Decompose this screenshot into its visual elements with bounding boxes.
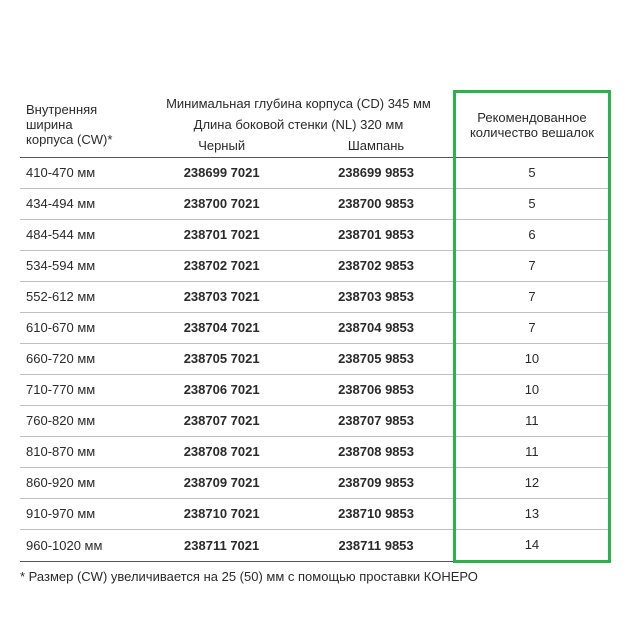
table-row: 960-1020 мм238711 7021238711 985314 (20, 529, 610, 561)
cell-code-champagne: 238702 9853 (299, 250, 454, 281)
table-body: 410-470 мм238699 7021238699 98535434-494… (20, 157, 610, 561)
spec-table: Внутренняя ширина корпуса (CW)* Минималь… (20, 90, 611, 563)
cell-code-champagne: 238710 9853 (299, 498, 454, 529)
cell-code-black: 238706 7021 (144, 374, 299, 405)
cell-range: 910-970 мм (20, 498, 144, 529)
header-super-line2: Длина боковой стенки (NL) 320 мм (144, 113, 454, 134)
cell-range: 960-1020 мм (20, 529, 144, 561)
table-row: 552-612 мм238703 7021238703 98537 (20, 281, 610, 312)
cell-code-champagne: 238707 9853 (299, 405, 454, 436)
table-row: 410-470 мм238699 7021238699 98535 (20, 157, 610, 188)
cell-recommended: 11 (454, 405, 609, 436)
cell-code-black: 238703 7021 (144, 281, 299, 312)
header-col1-line2: корпуса (CW)* (26, 132, 112, 147)
cell-range: 484-544 мм (20, 219, 144, 250)
cell-code-champagne: 238703 9853 (299, 281, 454, 312)
cell-recommended: 13 (454, 498, 609, 529)
cell-range: 434-494 мм (20, 188, 144, 219)
table-row: 910-970 мм238710 7021238710 985313 (20, 498, 610, 529)
header-champagne: Шампань (299, 134, 454, 158)
cell-recommended: 6 (454, 219, 609, 250)
cell-code-black: 238708 7021 (144, 436, 299, 467)
cell-code-black: 238711 7021 (144, 529, 299, 561)
cell-code-champagne: 238706 9853 (299, 374, 454, 405)
cell-recommended: 7 (454, 281, 609, 312)
cell-code-champagne: 238705 9853 (299, 343, 454, 374)
cell-recommended: 14 (454, 529, 609, 561)
cell-recommended: 11 (454, 436, 609, 467)
cell-code-champagne: 238704 9853 (299, 312, 454, 343)
header-col1: Внутренняя ширина корпуса (CW)* (20, 92, 144, 158)
cell-range: 760-820 мм (20, 405, 144, 436)
cell-range: 810-870 мм (20, 436, 144, 467)
table-row: 860-920 мм238709 7021238709 985312 (20, 467, 610, 498)
table-row: 484-544 мм238701 7021238701 98536 (20, 219, 610, 250)
cell-code-champagne: 238700 9853 (299, 188, 454, 219)
header-recommended: Рекомендованное количество вешалок (454, 92, 609, 158)
cell-code-champagne: 238699 9853 (299, 157, 454, 188)
cell-range: 552-612 мм (20, 281, 144, 312)
table-row: 610-670 мм238704 7021238704 98537 (20, 312, 610, 343)
cell-code-champagne: 238701 9853 (299, 219, 454, 250)
cell-recommended: 12 (454, 467, 609, 498)
cell-range: 410-470 мм (20, 157, 144, 188)
cell-code-black: 238709 7021 (144, 467, 299, 498)
cell-recommended: 7 (454, 312, 609, 343)
cell-recommended: 5 (454, 157, 609, 188)
table-row: 760-820 мм238707 7021238707 985311 (20, 405, 610, 436)
cell-range: 660-720 мм (20, 343, 144, 374)
cell-code-black: 238702 7021 (144, 250, 299, 281)
cell-range: 610-670 мм (20, 312, 144, 343)
table-row: 810-870 мм238708 7021238708 985311 (20, 436, 610, 467)
header-super-line1: Минимальная глубина корпуса (CD) 345 мм (144, 92, 454, 113)
cell-recommended: 10 (454, 374, 609, 405)
header-col1-line1: Внутренняя ширина (26, 102, 97, 132)
cell-recommended: 7 (454, 250, 609, 281)
cell-code-black: 238700 7021 (144, 188, 299, 219)
table-row: 534-594 мм238702 7021238702 98537 (20, 250, 610, 281)
cell-code-black: 238699 7021 (144, 157, 299, 188)
table-row: 434-494 мм238700 7021238700 98535 (20, 188, 610, 219)
cell-code-champagne: 238709 9853 (299, 467, 454, 498)
cell-code-black: 238705 7021 (144, 343, 299, 374)
cell-range: 860-920 мм (20, 467, 144, 498)
table-row: 660-720 мм238705 7021238705 985310 (20, 343, 610, 374)
cell-code-champagne: 238708 9853 (299, 436, 454, 467)
cell-recommended: 10 (454, 343, 609, 374)
cell-code-champagne: 238711 9853 (299, 529, 454, 561)
cell-code-black: 238710 7021 (144, 498, 299, 529)
cell-code-black: 238707 7021 (144, 405, 299, 436)
cell-code-black: 238701 7021 (144, 219, 299, 250)
footnote: * Размер (CW) увеличивается на 25 (50) м… (20, 569, 611, 584)
cell-range: 710-770 мм (20, 374, 144, 405)
header-rec-line1: Рекомендованное (477, 110, 586, 125)
cell-range: 534-594 мм (20, 250, 144, 281)
header-rec-line2: количество вешалок (470, 125, 594, 140)
cell-recommended: 5 (454, 188, 609, 219)
header-black: Черный (144, 134, 299, 158)
table-row: 710-770 мм238706 7021238706 985310 (20, 374, 610, 405)
cell-code-black: 238704 7021 (144, 312, 299, 343)
